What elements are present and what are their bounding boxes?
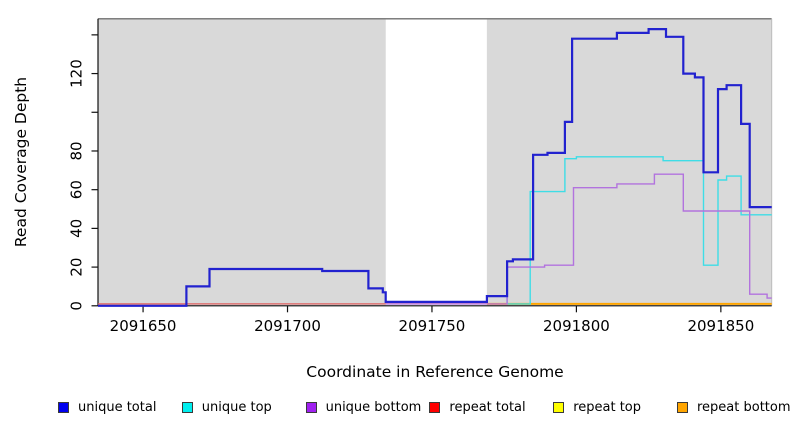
x-tick-label: 2091750 bbox=[399, 317, 466, 335]
legend-swatch-unique-total bbox=[58, 402, 69, 413]
legend-item-repeat-total: repeat total bbox=[429, 400, 526, 415]
series-line-unique-total bbox=[98, 28, 772, 307]
x-tick-label: 2091850 bbox=[687, 317, 754, 335]
y-tick-label: 20 bbox=[68, 258, 86, 277]
y-axis-title: Read Coverage Depth bbox=[12, 76, 30, 248]
y-tick-label: 40 bbox=[68, 219, 86, 238]
x-tick-label: 2091700 bbox=[254, 317, 321, 335]
legend-swatch-unique-top bbox=[181, 402, 193, 413]
y-tick-label: 80 bbox=[68, 141, 86, 160]
legend-item-unique-top: unique top bbox=[181, 400, 272, 415]
legend-label: unique total bbox=[78, 400, 157, 415]
legend-item-repeat-top: repeat top bbox=[553, 400, 641, 415]
x-tick-label: 2091650 bbox=[110, 317, 177, 335]
y-tick-label: 60 bbox=[68, 180, 86, 199]
legend-label: repeat total bbox=[449, 400, 526, 415]
legend-label: repeat bottom bbox=[697, 400, 791, 415]
masked-region bbox=[385, 19, 487, 306]
legend-item-unique-bottom: unique bottom bbox=[305, 400, 422, 415]
legend-swatch-repeat-top bbox=[553, 402, 565, 413]
legend-label: repeat top bbox=[573, 400, 641, 415]
y-tick-label: 120 bbox=[68, 59, 86, 88]
series-line-unique-bottom bbox=[385, 173, 772, 305]
legend-label: unique bottom bbox=[325, 400, 422, 415]
legend-item-repeat-bottom: repeat bottom bbox=[677, 400, 791, 415]
y-tick-label: 0 bbox=[68, 301, 86, 311]
legend-swatch-repeat-total bbox=[429, 402, 441, 413]
x-axis-title: Coordinate in Reference Genome bbox=[306, 363, 564, 381]
legend-label: unique top bbox=[201, 400, 272, 415]
legend-swatch-unique-bottom bbox=[305, 402, 317, 413]
x-tick-label: 2091800 bbox=[543, 317, 610, 335]
legend-item-unique-total: unique total bbox=[58, 400, 156, 415]
legend-swatch-repeat-bottom bbox=[677, 402, 688, 413]
